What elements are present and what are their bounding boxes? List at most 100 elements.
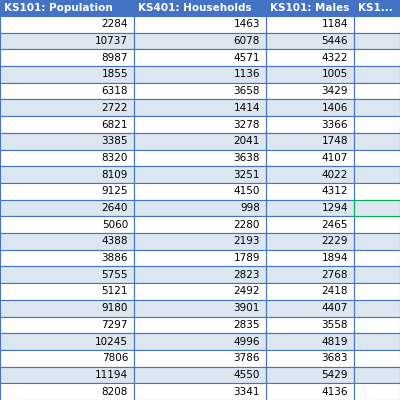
Bar: [266, 83, 354, 100]
Bar: [266, 49, 354, 66]
Bar: [0, 83, 134, 100]
Text: 4550: 4550: [234, 370, 260, 380]
Text: 2280: 2280: [234, 220, 260, 230]
Bar: [354, 266, 400, 283]
Text: 3638: 3638: [234, 153, 260, 163]
Bar: [134, 350, 266, 367]
Bar: [134, 300, 266, 316]
Bar: [134, 116, 266, 133]
Text: 5121: 5121: [102, 286, 128, 296]
Text: 6078: 6078: [234, 36, 260, 46]
Bar: [266, 266, 354, 283]
Text: 1294: 1294: [322, 203, 348, 213]
Bar: [266, 250, 354, 266]
Bar: [0, 216, 134, 233]
Bar: [0, 133, 134, 150]
Text: 2768: 2768: [322, 270, 348, 280]
Bar: [134, 166, 266, 183]
Bar: [354, 16, 400, 33]
Text: 3341: 3341: [234, 387, 260, 397]
Text: 3886: 3886: [102, 253, 128, 263]
Bar: [134, 316, 266, 333]
Text: 9125: 9125: [102, 186, 128, 196]
Bar: [134, 0, 266, 16]
Bar: [134, 333, 266, 350]
Bar: [354, 0, 400, 16]
Text: KS101: Population: KS101: Population: [4, 3, 113, 13]
Bar: [134, 383, 266, 400]
Bar: [354, 166, 400, 183]
Bar: [134, 250, 266, 266]
Text: KS1...: KS1...: [358, 3, 393, 13]
Bar: [134, 83, 266, 100]
Text: 1406: 1406: [322, 103, 348, 113]
Bar: [354, 367, 400, 383]
Bar: [0, 300, 134, 316]
Text: 2835: 2835: [234, 320, 260, 330]
Bar: [0, 350, 134, 367]
Bar: [266, 33, 354, 49]
Text: 1748: 1748: [322, 136, 348, 146]
Text: 2284: 2284: [102, 19, 128, 29]
Text: 2823: 2823: [234, 270, 260, 280]
Bar: [354, 333, 400, 350]
Bar: [134, 216, 266, 233]
Bar: [0, 233, 134, 250]
Text: 3658: 3658: [234, 86, 260, 96]
Bar: [134, 200, 266, 216]
Bar: [266, 133, 354, 150]
Bar: [0, 166, 134, 183]
Bar: [0, 116, 134, 133]
Bar: [266, 383, 354, 400]
Bar: [134, 283, 266, 300]
Bar: [0, 66, 134, 83]
Text: 3251: 3251: [234, 170, 260, 180]
Bar: [0, 150, 134, 166]
Bar: [134, 183, 266, 200]
Text: 4322: 4322: [322, 53, 348, 63]
Text: 2229: 2229: [322, 236, 348, 246]
Bar: [266, 183, 354, 200]
Text: 2041: 2041: [234, 136, 260, 146]
Text: 4312: 4312: [322, 186, 348, 196]
Bar: [266, 283, 354, 300]
Text: 4136: 4136: [322, 387, 348, 397]
Bar: [354, 316, 400, 333]
Bar: [0, 16, 134, 33]
Bar: [266, 16, 354, 33]
Bar: [354, 283, 400, 300]
Bar: [0, 367, 134, 383]
Text: 3278: 3278: [234, 120, 260, 130]
Text: 2465: 2465: [322, 220, 348, 230]
Bar: [266, 166, 354, 183]
Bar: [354, 300, 400, 316]
Text: 8208: 8208: [102, 387, 128, 397]
Text: 8320: 8320: [102, 153, 128, 163]
Bar: [354, 216, 400, 233]
Text: 1894: 1894: [322, 253, 348, 263]
Text: 5060: 5060: [102, 220, 128, 230]
Bar: [134, 16, 266, 33]
Bar: [134, 266, 266, 283]
Text: 1414: 1414: [234, 103, 260, 113]
Bar: [134, 367, 266, 383]
Text: 4022: 4022: [322, 170, 348, 180]
Bar: [0, 0, 134, 16]
Bar: [134, 66, 266, 83]
Bar: [0, 383, 134, 400]
Bar: [266, 216, 354, 233]
Text: 5429: 5429: [322, 370, 348, 380]
Bar: [0, 49, 134, 66]
Bar: [134, 49, 266, 66]
Bar: [266, 333, 354, 350]
Text: 4996: 4996: [234, 336, 260, 346]
Text: 1789: 1789: [234, 253, 260, 263]
Text: 2722: 2722: [102, 103, 128, 113]
Text: 2193: 2193: [234, 236, 260, 246]
Bar: [266, 100, 354, 116]
Bar: [354, 350, 400, 367]
Bar: [134, 233, 266, 250]
Text: 6318: 6318: [102, 86, 128, 96]
Text: 9180: 9180: [102, 303, 128, 313]
Bar: [0, 283, 134, 300]
